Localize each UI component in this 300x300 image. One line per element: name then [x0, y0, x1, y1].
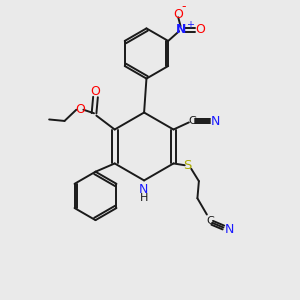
Text: C: C — [188, 116, 196, 126]
Text: C: C — [206, 216, 214, 226]
Text: -: - — [181, 1, 186, 13]
Text: H: H — [140, 193, 148, 203]
Text: O: O — [91, 85, 100, 98]
Text: O: O — [173, 8, 183, 21]
Text: +: + — [186, 20, 194, 30]
Text: N: N — [225, 224, 235, 236]
Text: S: S — [184, 159, 192, 172]
Text: N: N — [211, 115, 220, 128]
Text: O: O — [195, 23, 205, 36]
Text: O: O — [75, 103, 85, 116]
Text: N: N — [176, 23, 186, 36]
Text: N: N — [139, 183, 148, 196]
